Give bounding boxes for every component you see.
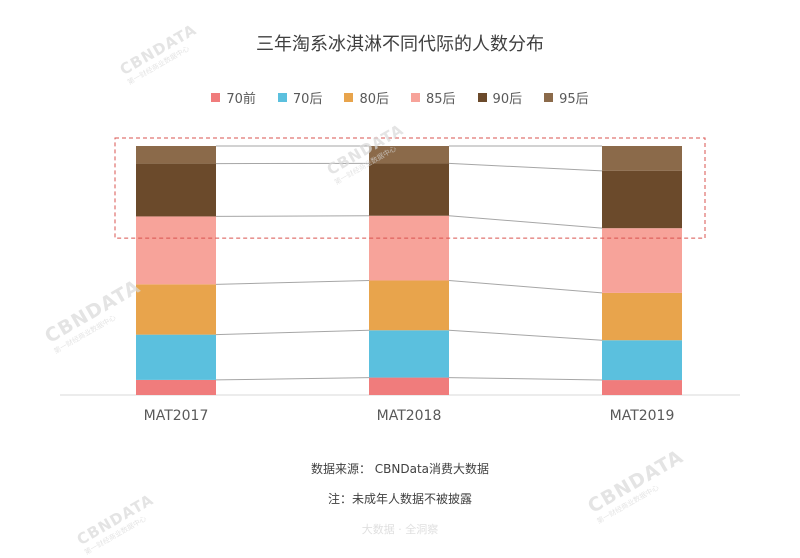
series-connector-line bbox=[216, 378, 369, 380]
x-tick-label: MAT2019 bbox=[610, 408, 675, 424]
series-connector-line bbox=[216, 280, 369, 284]
bar-segment bbox=[136, 146, 216, 164]
x-tick-label: MAT2017 bbox=[144, 408, 209, 424]
bar-segment bbox=[602, 171, 682, 228]
bar-segment bbox=[369, 280, 449, 330]
bar-segment bbox=[136, 216, 216, 284]
footnote: 注：未成年人数据不被披露 bbox=[0, 490, 800, 507]
series-connector-line bbox=[449, 163, 602, 170]
series-connector-line bbox=[216, 330, 369, 334]
bar-segment bbox=[602, 228, 682, 293]
series-connector-line bbox=[449, 280, 602, 292]
bar-segment bbox=[369, 330, 449, 377]
bar-segment bbox=[602, 340, 682, 380]
bar-segment bbox=[136, 164, 216, 217]
bar-segment bbox=[369, 163, 449, 215]
bar-segment bbox=[136, 284, 216, 334]
bar-segment bbox=[602, 293, 682, 340]
x-tick-label: MAT2018 bbox=[377, 408, 442, 424]
series-connector-line bbox=[449, 216, 602, 228]
series-connector-line bbox=[216, 216, 369, 217]
bar-segment bbox=[602, 146, 682, 171]
series-connector-line bbox=[449, 330, 602, 340]
bar-segment bbox=[369, 216, 449, 281]
bar-segment bbox=[136, 380, 216, 395]
bar-segment bbox=[369, 378, 449, 395]
bar-segment bbox=[602, 380, 682, 395]
bar-segment bbox=[136, 335, 216, 380]
series-connector-line bbox=[449, 378, 602, 380]
bottom-watermark: 大数据 · 全洞察 bbox=[0, 521, 800, 537]
